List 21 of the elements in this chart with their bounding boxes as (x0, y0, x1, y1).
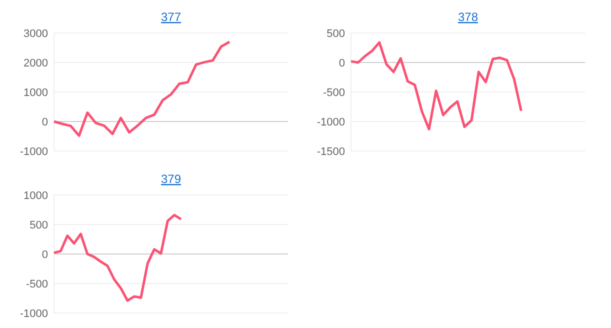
y-tick-label: 0 (42, 248, 48, 261)
y-tick-label: -1000 (20, 146, 48, 158)
y-tick-label: -1000 (20, 308, 48, 320)
line-series (350, 41, 522, 130)
line-series (52, 40, 231, 137)
chart-title: 377 (160, 10, 182, 24)
y-tick-label: 2000 (24, 57, 48, 70)
y-tick-label: 0 (42, 116, 48, 128)
chart-title: 378 (458, 10, 478, 24)
y-tick-label: 3000 (24, 28, 48, 40)
line-series (52, 214, 182, 302)
y-tick-label: -1000 (316, 116, 345, 128)
y-tick-label: 1000 (24, 190, 48, 202)
chart-title: 379 (160, 172, 182, 186)
y-tick-label: -1500 (316, 146, 345, 158)
y-tick-label: 500 (326, 28, 345, 40)
y-tick-label: -500 (26, 278, 48, 290)
y-tick-label: 1000 (24, 86, 48, 99)
y-tick-label: 0 (338, 57, 345, 70)
y-tick-label: 500 (30, 219, 48, 232)
y-tick-label: -500 (322, 86, 345, 99)
